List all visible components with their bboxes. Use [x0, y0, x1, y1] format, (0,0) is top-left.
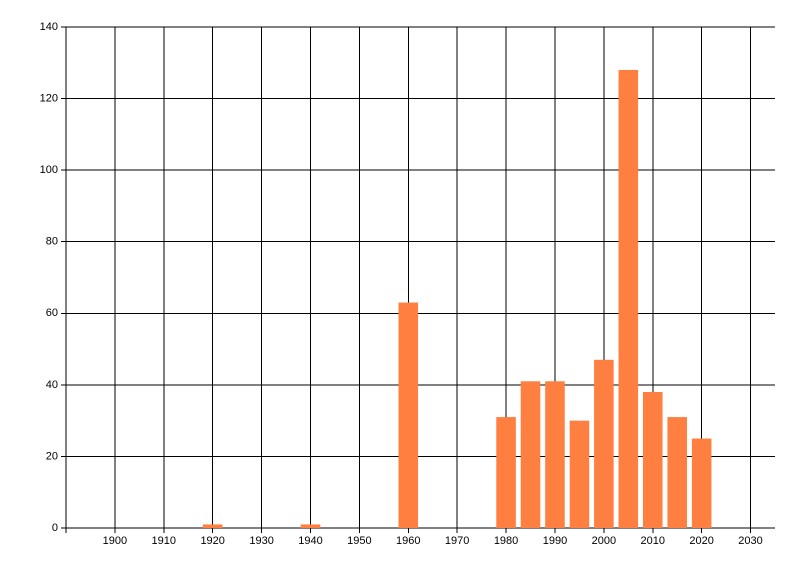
bar: [642, 392, 663, 528]
bar: [667, 417, 687, 528]
bar: [398, 302, 419, 528]
y-tick-label: 100: [40, 164, 58, 176]
x-tick-label: 2020: [689, 535, 713, 547]
x-tick-label: 1940: [298, 535, 322, 547]
bar: [545, 381, 565, 528]
bar: [594, 359, 614, 528]
x-tick-label: 2000: [592, 535, 616, 547]
x-tick-label: 1980: [494, 535, 518, 547]
x-tick-label: 1930: [249, 535, 273, 547]
x-tick-label: 1900: [103, 535, 127, 547]
y-tick-label: 40: [46, 379, 58, 391]
y-tick-label: 20: [46, 450, 58, 462]
bar: [569, 420, 590, 528]
x-tick-label: 1950: [347, 535, 371, 547]
bar: [496, 417, 516, 528]
bar: [520, 381, 541, 528]
y-tick-label: 120: [40, 92, 58, 104]
x-tick-label: 1910: [152, 535, 176, 547]
y-tick-label: 60: [46, 307, 58, 319]
bar: [300, 524, 321, 528]
x-tick-label: 2010: [641, 535, 665, 547]
x-tick-label: 2030: [738, 535, 762, 547]
y-tick-label: 0: [52, 522, 58, 534]
y-tick-label: 140: [40, 21, 58, 33]
x-tick-label: 1960: [396, 535, 420, 547]
x-tick-label: 1920: [200, 535, 224, 547]
x-tick-label: 1970: [445, 535, 469, 547]
bar: [618, 69, 639, 528]
y-tick-label: 80: [46, 236, 58, 248]
bar: [202, 524, 223, 528]
x-tick-label: 1990: [543, 535, 567, 547]
bar: [691, 438, 712, 528]
